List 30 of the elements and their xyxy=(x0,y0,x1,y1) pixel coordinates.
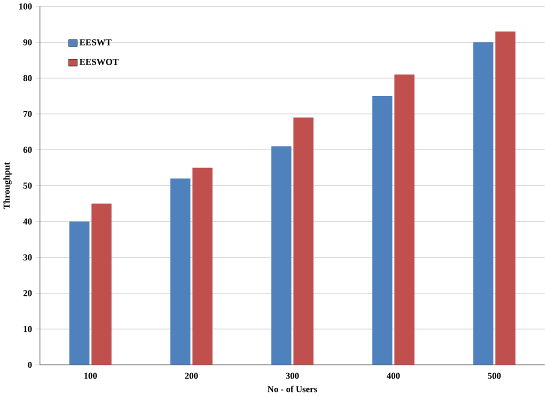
bar xyxy=(394,74,414,366)
x-tick-label: 200 xyxy=(185,372,198,380)
bar xyxy=(69,222,90,366)
bar xyxy=(170,178,190,366)
x-tick-label: 300 xyxy=(286,372,299,380)
bar xyxy=(192,168,213,366)
y-tick-label: 0 xyxy=(28,362,32,368)
legend-label: EESWOT xyxy=(80,59,119,66)
y-axis-title: Throughput xyxy=(3,162,12,210)
y-tick-label: 70 xyxy=(24,111,32,118)
y-tick-label: 90 xyxy=(23,39,32,46)
y-tick-label: 20 xyxy=(23,290,32,296)
legend-label: EESWT xyxy=(80,40,112,46)
y-tick-label: 30 xyxy=(23,254,32,261)
x-axis-title: No - of Users xyxy=(268,386,318,392)
bar xyxy=(495,32,516,366)
x-tick-label: 100 xyxy=(84,372,97,380)
y-tick-label: 80 xyxy=(23,75,32,82)
bar xyxy=(473,42,494,366)
bar xyxy=(372,96,392,366)
bar xyxy=(271,146,292,366)
y-tick-label: 50 xyxy=(23,182,32,189)
bar xyxy=(91,204,112,366)
y-tick-label: 60 xyxy=(23,146,32,154)
x-tick-label: 500 xyxy=(488,372,501,380)
x-tick-label: 400 xyxy=(386,372,400,380)
y-tick-label: 100 xyxy=(19,4,32,10)
y-tick-label: 10 xyxy=(24,326,32,332)
y-tick-label: 40 xyxy=(23,218,32,225)
bar xyxy=(293,118,314,366)
